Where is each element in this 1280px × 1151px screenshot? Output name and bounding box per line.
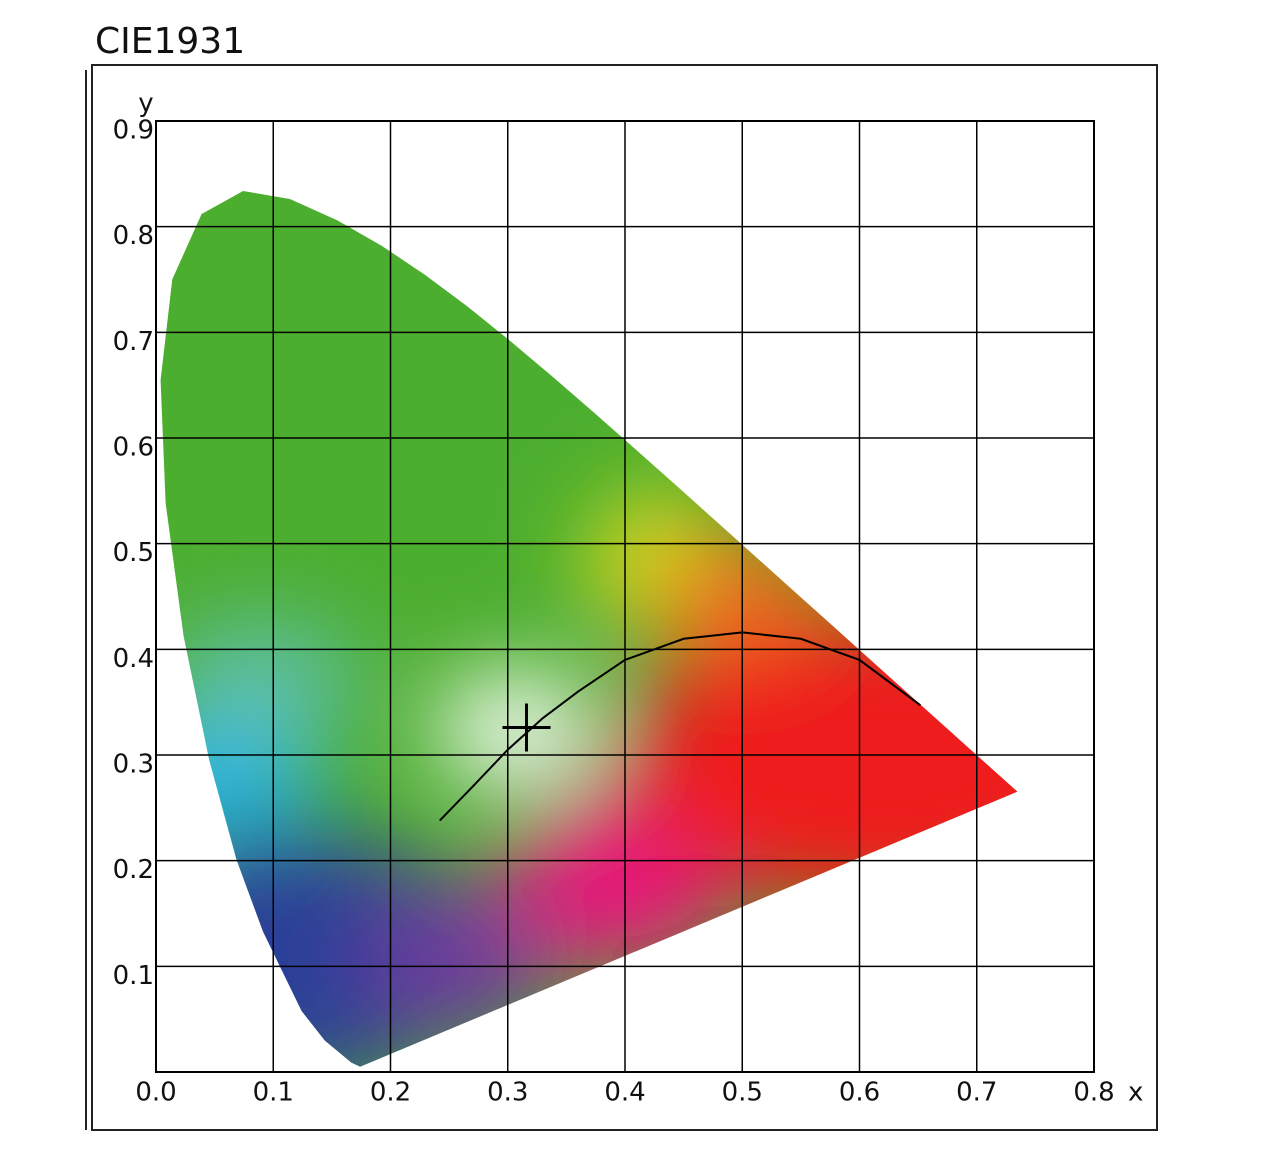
y-axis-label: y (138, 89, 153, 119)
x-tick-label: 0.0 (135, 1078, 176, 1108)
x-tick-label: 0.3 (487, 1078, 528, 1108)
x-tick-label: 0.1 (253, 1078, 294, 1108)
white-point (502, 703, 551, 752)
x-tick-label: 0.5 (722, 1078, 763, 1108)
y-tick-label: 0.2 (113, 855, 154, 885)
frame (91, 64, 1158, 1131)
x-tick-label: 0.4 (604, 1078, 645, 1108)
y-tick-label: 0.5 (113, 538, 154, 568)
x-tick-label: 0.7 (956, 1078, 997, 1108)
y-tick-label: 0.3 (113, 750, 154, 780)
x-tick-label: 0.6 (839, 1078, 880, 1108)
y-tick-label: 0.1 (113, 961, 154, 991)
x-tick-label: 0.8 (1073, 1078, 1114, 1108)
x-axis-label: x (1128, 1078, 1143, 1108)
spectral-locus (160, 190, 1018, 1067)
plot-border (155, 120, 1095, 1073)
y-tick-label: 0.7 (113, 327, 154, 357)
plot-area (155, 120, 1095, 1072)
y-tick-label: 0.8 (113, 221, 154, 251)
y-tick-label: 0.6 (113, 433, 154, 463)
chart-title: CIE1931 (95, 21, 245, 62)
x-tick-label: 0.2 (370, 1078, 411, 1108)
y-tick-label: 0.9 (113, 116, 154, 146)
y-tick-label: 0.4 (113, 644, 154, 674)
